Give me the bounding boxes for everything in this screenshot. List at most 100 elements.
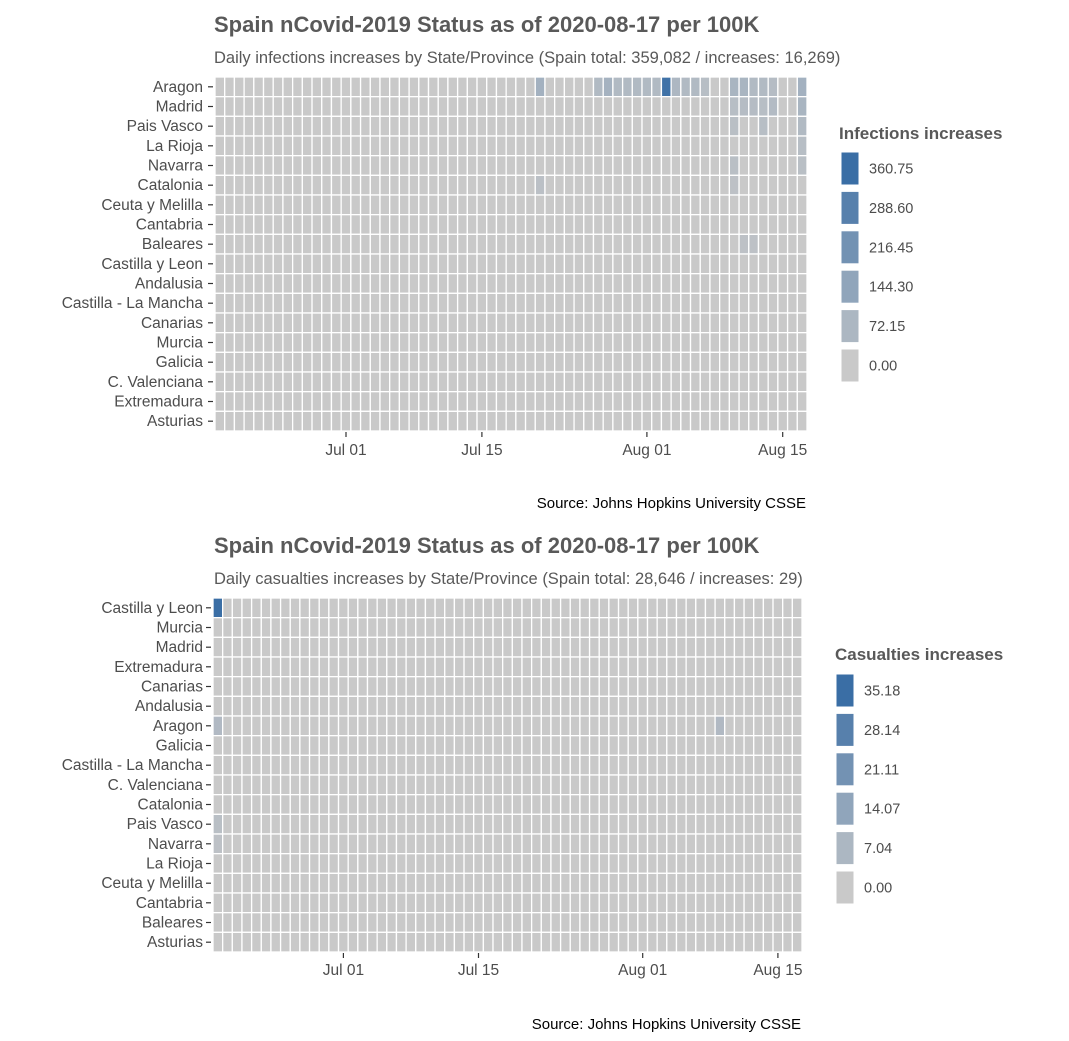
- heatmap-cell: [573, 155, 585, 176]
- heatmap-cell: [563, 332, 575, 353]
- heatmap-cell: [299, 754, 311, 776]
- heatmap-cell: [680, 155, 692, 176]
- heatmap-cell: [340, 76, 352, 98]
- heatmap-cell: [704, 597, 716, 619]
- heatmap-cell: [476, 214, 488, 235]
- heatmap-cell: [786, 292, 798, 314]
- heatmap-cell: [311, 233, 323, 255]
- heatmap-cell: [328, 872, 340, 894]
- heatmap-cell: [505, 371, 517, 393]
- heatmap-cell: [222, 774, 233, 796]
- heatmap-cell: [231, 735, 243, 756]
- infections-x-axis: Jul 01 Jul 15 Aug 01 Aug 15: [325, 432, 807, 459]
- heatmap-cell: [675, 695, 687, 717]
- heatmap-cell: [456, 76, 468, 98]
- heatmap-cell: [646, 774, 658, 796]
- row-label: Ceuta y Melilla: [101, 875, 203, 892]
- heatmap-cell: [666, 813, 678, 835]
- heatmap-cell: [733, 735, 745, 756]
- heatmap-cell: [389, 332, 401, 353]
- heatmap-cell: [592, 332, 604, 353]
- heatmap-cell: [515, 371, 527, 393]
- heatmap-cell: [476, 332, 488, 353]
- heatmap-cell: [646, 813, 658, 835]
- heatmap-cell: [262, 174, 274, 196]
- heatmap-cell: [511, 715, 523, 737]
- heatmap-cell: [282, 312, 294, 334]
- heatmap-cell: [408, 371, 420, 393]
- heatmap-cell: [437, 115, 449, 137]
- heatmap-cell: [651, 214, 663, 235]
- heatmap-cell: [214, 410, 226, 432]
- heatmap-cell: [544, 135, 556, 157]
- heatmap-cell: [748, 174, 760, 196]
- heatmap-cell: [222, 676, 233, 697]
- heatmap-cell: [521, 695, 533, 717]
- heatmap-cell: [492, 715, 504, 737]
- heatmap-cell: [214, 135, 226, 157]
- heatmap-cell: [233, 174, 245, 196]
- heatmap-cell: [424, 892, 436, 914]
- heatmap-cell: [695, 597, 707, 619]
- heatmap-cell: [772, 715, 784, 737]
- heatmap-cell: [492, 872, 504, 894]
- heatmap-cell: [241, 617, 253, 638]
- heatmap-cell: [473, 636, 485, 658]
- heatmap-cell: [282, 351, 294, 373]
- heatmap-cell: [308, 912, 320, 933]
- legend-label: 216.45: [869, 240, 913, 256]
- row-label: Murcia: [156, 335, 203, 352]
- heatmap-cell: [453, 872, 465, 894]
- heatmap-cell: [782, 853, 794, 874]
- heatmap-cell: [728, 410, 740, 432]
- heatmap-cell: [357, 892, 369, 914]
- heatmap-cell: [689, 135, 701, 157]
- heatmap-cell: [714, 735, 726, 756]
- infections-title: Spain nCovid-2019 Status as of 2020-08-1…: [214, 12, 759, 37]
- row-label: Pais Vasco: [127, 816, 203, 833]
- heatmap-cell: [670, 273, 682, 294]
- heatmap-cell: [592, 115, 604, 137]
- heatmap-cell: [569, 833, 581, 855]
- heatmap-cell: [395, 794, 407, 815]
- heatmap-cell: [308, 853, 320, 874]
- heatmap-cell: [456, 253, 468, 275]
- heatmap-cell: [243, 174, 255, 196]
- legend-swatch: [835, 791, 855, 826]
- heatmap-cell: [502, 676, 513, 697]
- heatmap-cell: [408, 194, 420, 216]
- heatmap-cell: [241, 676, 253, 697]
- heatmap-cell: [463, 636, 475, 658]
- heatmap-cell: [637, 676, 649, 697]
- heatmap-cell: [308, 636, 320, 658]
- heatmap-cell: [777, 96, 789, 117]
- heatmap-cell: [473, 695, 485, 717]
- heatmap-cell: [427, 194, 439, 216]
- heatmap-cell: [521, 597, 533, 619]
- heatmap-cell: [418, 371, 430, 393]
- heatmap-cell: [719, 214, 731, 235]
- heatmap-cell: [627, 813, 639, 835]
- heatmap-cell: [482, 912, 494, 933]
- heatmap-cell: [608, 695, 620, 717]
- heatmap-cell: [214, 351, 226, 373]
- heatmap-cell: [299, 656, 311, 678]
- heatmap-cell: [782, 912, 794, 933]
- heatmap-cell: [704, 774, 716, 796]
- heatmap-cell: [583, 233, 595, 255]
- heatmap-cell: [379, 371, 391, 393]
- heatmap-cell: [796, 155, 808, 176]
- heatmap-cell: [530, 892, 542, 914]
- heatmap-cell: [222, 735, 233, 756]
- heatmap-cell: [569, 853, 581, 874]
- heatmap-cell: [689, 292, 701, 314]
- heatmap-cell: [530, 636, 542, 658]
- heatmap-cell: [243, 214, 255, 235]
- heatmap-cell: [473, 754, 485, 776]
- heatmap-cell: [602, 96, 614, 117]
- heatmap-cell: [262, 214, 274, 235]
- row-label: Madrid: [156, 639, 203, 656]
- heatmap-cell: [772, 735, 784, 756]
- heatmap-cell: [617, 715, 629, 737]
- heatmap-cell: [573, 312, 585, 334]
